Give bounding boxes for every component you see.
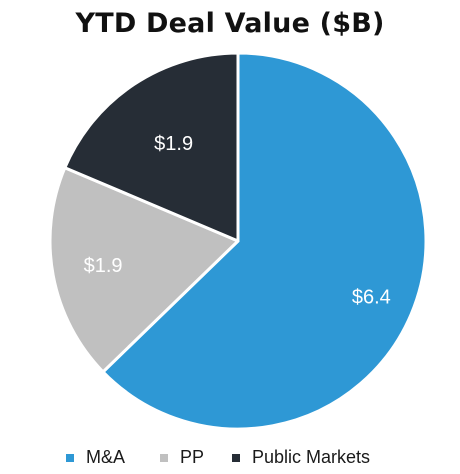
slice-label-ma: $6.4 [352,286,391,308]
legend-swatch-pp [160,453,168,462]
legend-item-pp: PP [160,447,204,468]
legend-label-ma: M&A [86,447,126,467]
pie-slice-ma [101,51,428,431]
legend-label-pp: PP [180,447,205,467]
slice-label-pp: $1.9 [84,255,123,277]
pie-slice-pp [48,166,240,374]
slice-label-public-markets: $1.9 [154,133,193,155]
legend-item-public-markets: Public Markets [232,447,370,468]
legend-label-public-markets: Public Markets [252,447,371,467]
chart-title: YTD Deal Value ($B) [75,8,385,39]
legend-item-ma: M&A [66,447,125,468]
legend-swatch-public-markets [232,453,240,462]
pie-slice-public-markets [63,51,240,243]
pie-slice-labels: $6.4 $1.9 $1.9 [84,133,391,309]
pie-slices [48,51,428,431]
legend: M&A PP Public Markets [0,447,460,469]
legend-swatch-ma [66,453,74,462]
